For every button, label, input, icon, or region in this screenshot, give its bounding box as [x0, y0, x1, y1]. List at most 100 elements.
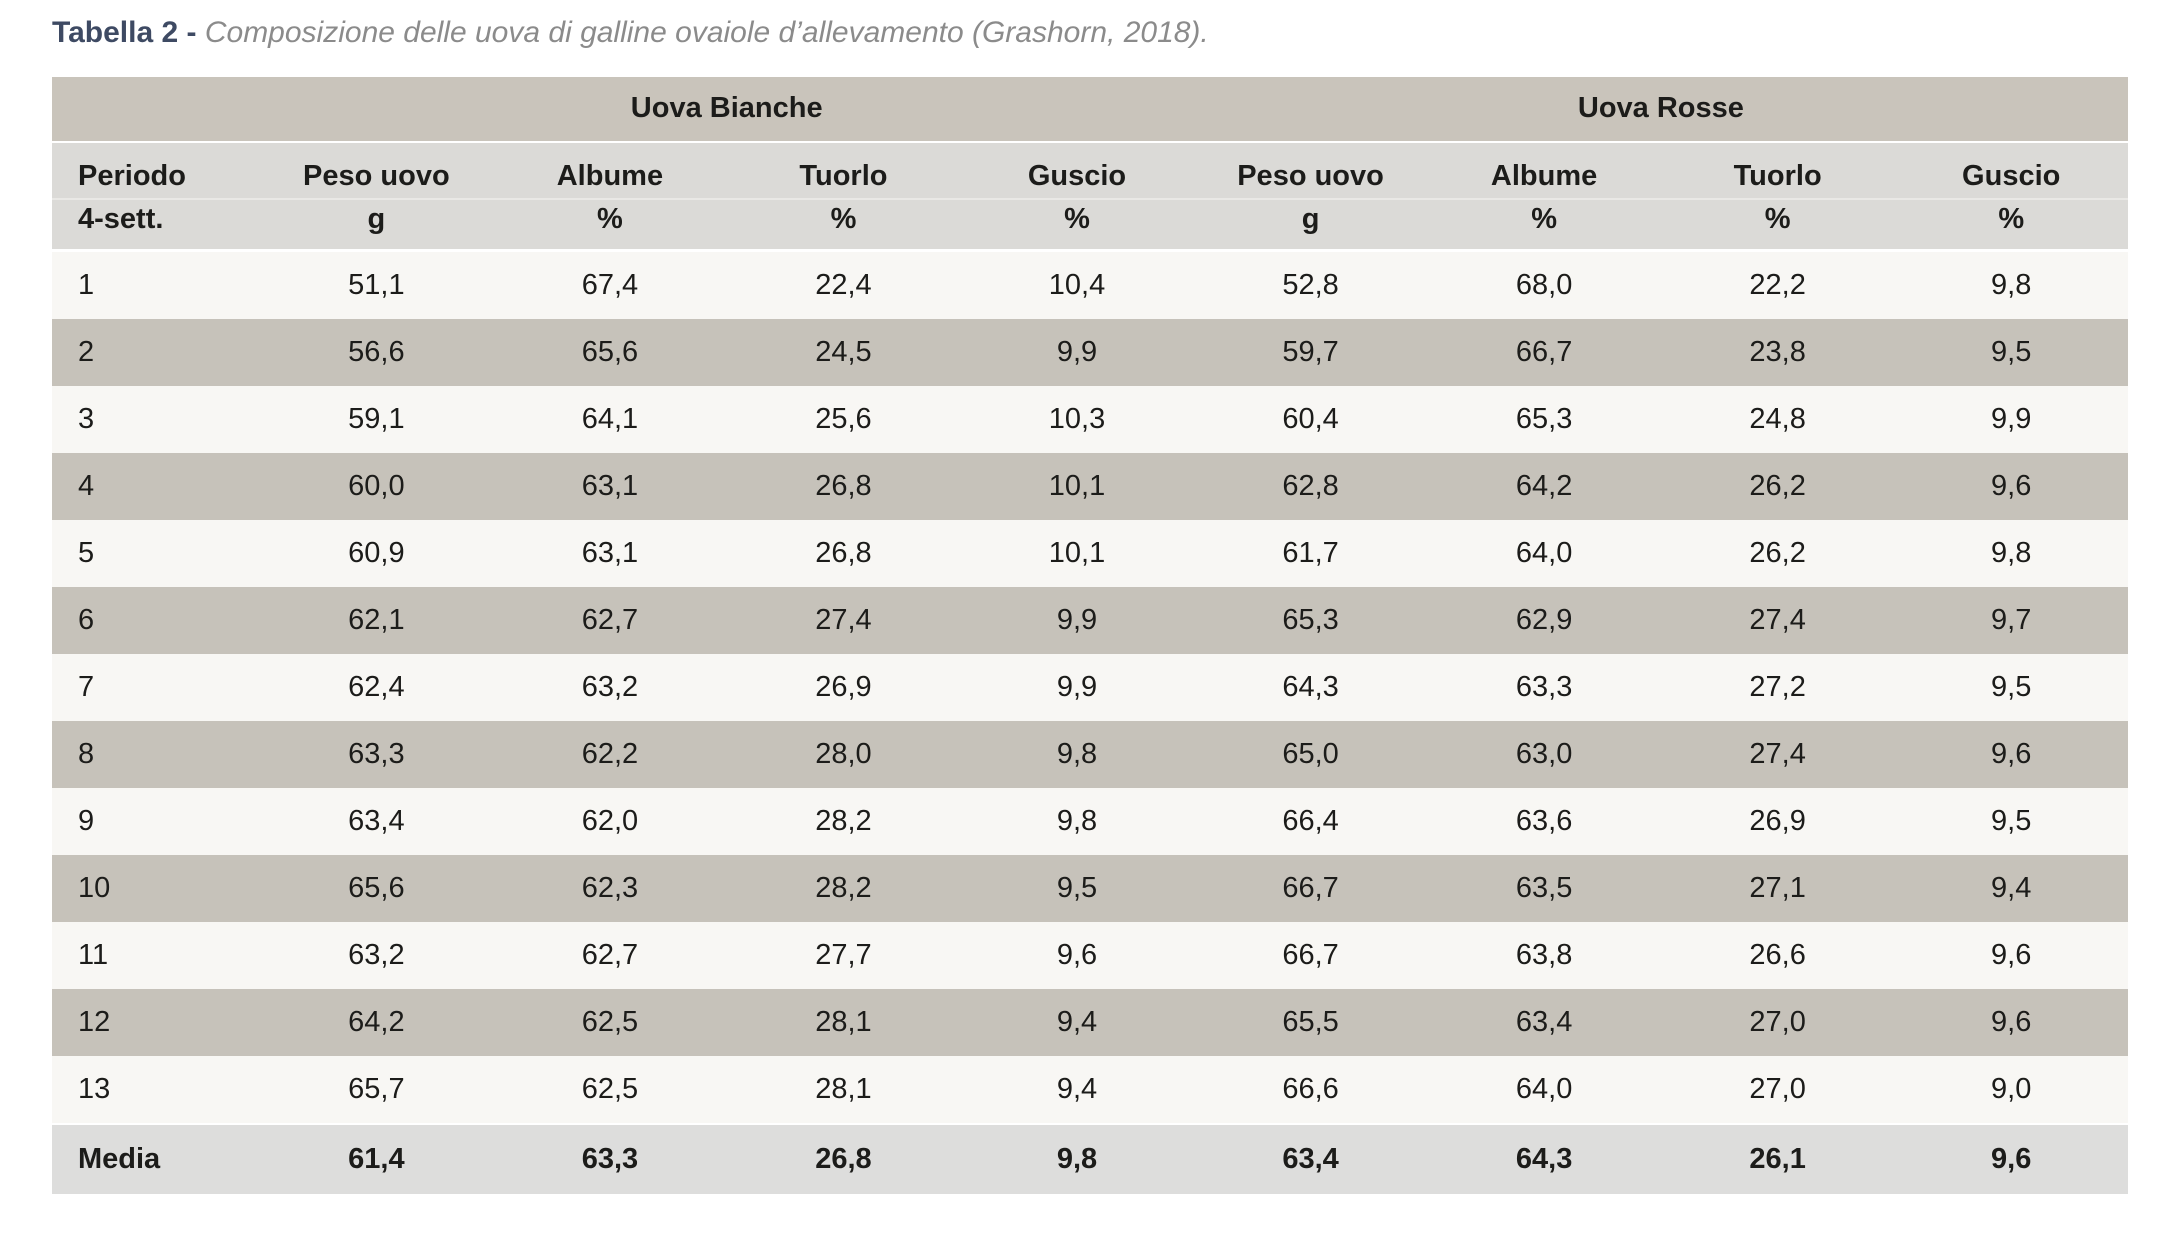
value-cell: 28,1	[726, 988, 961, 1056]
table-caption: Tabella 2 - Composizione delle uova di g…	[52, 16, 2128, 51]
table-row: 6 62,1 62,7 27,4 9,9 65,3 62,9 27,4 9,7	[52, 586, 2128, 654]
value-cell: 28,0	[726, 720, 961, 788]
value-cell: 9,7	[1894, 586, 2128, 654]
value-cell: 65,0	[1193, 720, 1428, 788]
column-label-row: Periodo Peso uovo Albume Tuorlo Guscio P…	[52, 141, 2128, 199]
value-cell: 63,1	[493, 519, 727, 587]
value-cell: 52,8	[1193, 250, 1428, 319]
value-cell: 27,0	[1660, 988, 1895, 1056]
value-cell: 59,7	[1193, 318, 1428, 386]
value-cell: 65,3	[1193, 586, 1428, 654]
value-cell: 26,8	[726, 519, 961, 587]
col-unit-peso-uovo-rosse: g	[1193, 197, 1428, 252]
value-cell: 62,7	[493, 586, 727, 654]
col-header-peso-uovo-rosse: Peso uovo	[1193, 141, 1428, 199]
value-cell: 68,0	[1427, 250, 1661, 319]
value-cell: 9,5	[960, 854, 1194, 922]
value-cell: 9,6	[1894, 988, 2128, 1056]
period-cell: 9	[52, 787, 260, 855]
value-cell: 64,3	[1427, 1122, 1661, 1194]
col-header-periodo: Periodo	[52, 141, 260, 199]
value-cell: 9,8	[1894, 519, 2128, 587]
group-header-row: Uova Bianche Uova Rosse	[52, 76, 2128, 143]
value-cell: 9,8	[960, 1122, 1194, 1194]
table-row: 2 56,6 65,6 24,5 9,9 59,7 66,7 23,8 9,5	[52, 318, 2128, 386]
value-cell: 61,4	[259, 1122, 494, 1194]
table-row: 12 64,2 62,5 28,1 9,4 65,5 63,4 27,0 9,6	[52, 988, 2128, 1056]
value-cell: 60,4	[1193, 385, 1428, 453]
summary-row: Media 61,4 63,3 26,8 9,8 63,4 64,3 26,1 9,6	[52, 1122, 2128, 1194]
value-cell: 66,4	[1193, 787, 1428, 855]
value-cell: 65,3	[1427, 385, 1661, 453]
value-cell: 63,1	[493, 452, 727, 520]
value-cell: 62,3	[493, 854, 727, 922]
value-cell: 26,8	[726, 1122, 961, 1194]
col-unit-guscio-bianche: %	[960, 197, 1194, 252]
value-cell: 66,6	[1193, 1055, 1428, 1124]
value-cell: 9,6	[1894, 452, 2128, 520]
value-cell: 9,8	[960, 787, 1194, 855]
value-cell: 62,9	[1427, 586, 1661, 654]
col-header-tuorlo-bianche: Tuorlo	[726, 141, 961, 199]
value-cell: 27,7	[726, 921, 961, 989]
period-cell: 10	[52, 854, 260, 922]
col-header-peso-uovo-bianche: Peso uovo	[259, 141, 494, 199]
col-header-albume-rosse: Albume	[1427, 141, 1661, 199]
page: Tabella 2 - Composizione delle uova di g…	[52, 16, 2128, 1194]
value-cell: 9,5	[1894, 787, 2128, 855]
group-header-brown-eggs: Uova Rosse	[1193, 76, 2128, 143]
value-cell: 26,8	[726, 452, 961, 520]
period-cell: 11	[52, 921, 260, 989]
value-cell: 9,0	[1894, 1055, 2128, 1124]
value-cell: 9,6	[1894, 720, 2128, 788]
value-cell: 67,4	[493, 250, 727, 319]
col-unit-tuorlo-rosse: %	[1660, 197, 1895, 252]
value-cell: 64,0	[1427, 519, 1661, 587]
value-cell: 9,6	[1894, 921, 2128, 989]
value-cell: 65,7	[259, 1055, 494, 1124]
value-cell: 24,5	[726, 318, 961, 386]
value-cell: 62,2	[493, 720, 727, 788]
value-cell: 23,8	[1660, 318, 1895, 386]
table-row: 4 60,0 63,1 26,8 10,1 62,8 64,2 26,2 9,6	[52, 452, 2128, 520]
col-unit-peso-uovo-bianche: g	[259, 197, 494, 252]
value-cell: 62,7	[493, 921, 727, 989]
col-unit-periodo: 4-sett.	[52, 197, 260, 252]
col-header-tuorlo-rosse: Tuorlo	[1660, 141, 1895, 199]
value-cell: 59,1	[259, 385, 494, 453]
table-row: 13 65,7 62,5 28,1 9,4 66,6 64,0 27,0 9,0	[52, 1055, 2128, 1124]
value-cell: 60,0	[259, 452, 494, 520]
value-cell: 27,1	[1660, 854, 1895, 922]
value-cell: 9,4	[960, 1055, 1194, 1124]
group-header-white-eggs: Uova Bianche	[259, 76, 1194, 143]
value-cell: 64,1	[493, 385, 727, 453]
col-unit-albume-bianche: %	[493, 197, 727, 252]
col-header-guscio-bianche: Guscio	[960, 141, 1194, 199]
value-cell: 63,4	[1193, 1122, 1428, 1194]
value-cell: 63,3	[1427, 653, 1661, 721]
value-cell: 62,1	[259, 586, 494, 654]
table-row: 5 60,9 63,1 26,8 10,1 61,7 64,0 26,2 9,8	[52, 519, 2128, 587]
value-cell: 10,4	[960, 250, 1194, 319]
value-cell: 9,9	[1894, 385, 2128, 453]
value-cell: 26,9	[726, 653, 961, 721]
period-cell: 1	[52, 250, 260, 319]
period-cell: Media	[52, 1122, 260, 1194]
value-cell: 26,9	[1660, 787, 1895, 855]
value-cell: 9,9	[960, 653, 1194, 721]
value-cell: 63,8	[1427, 921, 1661, 989]
table-caption-text: Composizione delle uova di galline ovaio…	[204, 16, 1209, 49]
table-row: 9 63,4 62,0 28,2 9,8 66,4 63,6 26,9 9,5	[52, 787, 2128, 855]
period-cell: 7	[52, 653, 260, 721]
table-caption-label: Tabella 2 -	[52, 16, 197, 49]
value-cell: 9,6	[1894, 1122, 2128, 1194]
period-cell: 6	[52, 586, 260, 654]
value-cell: 27,4	[726, 586, 961, 654]
value-cell: 64,0	[1427, 1055, 1661, 1124]
value-cell: 9,9	[960, 586, 1194, 654]
value-cell: 28,2	[726, 787, 961, 855]
value-cell: 62,0	[493, 787, 727, 855]
value-cell: 22,4	[726, 250, 961, 319]
value-cell: 63,6	[1427, 787, 1661, 855]
value-cell: 66,7	[1193, 921, 1428, 989]
